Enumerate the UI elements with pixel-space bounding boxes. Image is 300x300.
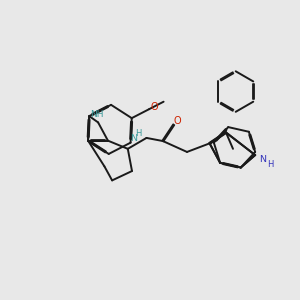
Text: NH: NH [91,110,104,119]
Text: H: H [267,160,273,169]
Text: N: N [260,155,266,164]
Text: O: O [174,116,182,126]
Text: H: H [136,129,142,138]
Text: N: N [130,134,137,143]
Text: O: O [150,102,158,112]
